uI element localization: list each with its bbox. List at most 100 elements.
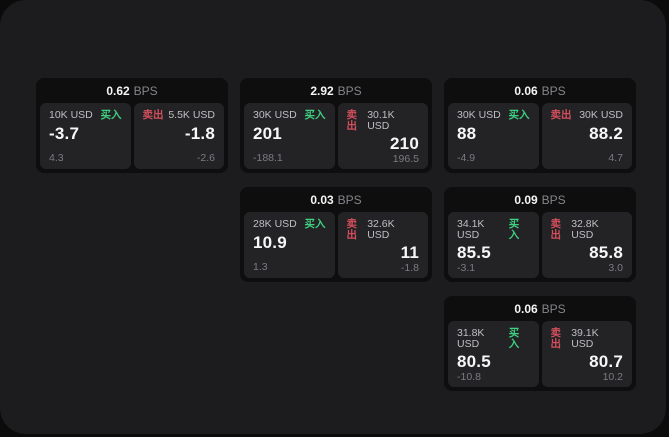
- sell-panel-header: 卖出 32.6K USD: [347, 219, 420, 240]
- sell-panel-header: 卖出 32.8K USD: [551, 219, 624, 240]
- bps-unit-label: BPS: [337, 83, 362, 98]
- sell-change: 196.5: [392, 152, 419, 165]
- sell-change: -1.8: [400, 261, 419, 274]
- sell-amount: 30K USD: [579, 109, 623, 121]
- sell-panel-header: 卖出 30.1K USD: [347, 110, 420, 131]
- sell-change: 10.2: [602, 370, 623, 383]
- buy-panel[interactable]: 30K USD 买入 88 -4.9: [448, 103, 539, 169]
- quote-card[interactable]: 2.92 BPS 30K USD 买入 201 -188.1 卖出 30.1K …: [240, 78, 432, 173]
- bps-value: 2.92: [310, 83, 334, 98]
- bps-value: 0.06: [514, 83, 538, 98]
- buy-panel[interactable]: 34.1K USD 买入 85.5 -3.1: [448, 212, 539, 278]
- quote-card[interactable]: 0.62 BPS 10K USD 买入 -3.7 4.3 卖出 5.5K USD…: [36, 78, 228, 173]
- sell-panel[interactable]: 卖出 39.1K USD 80.7 10.2: [541, 321, 632, 387]
- sell-side-label: 卖出: [550, 109, 572, 121]
- sell-side-label: 卖出: [550, 218, 562, 241]
- quote-card[interactable]: 0.06 BPS 30K USD 买入 88 -4.9 卖出 30K USD 8…: [444, 78, 636, 173]
- quote-card-body: 34.1K USD 买入 85.5 -3.1 卖出 32.8K USD 85.8…: [444, 212, 636, 282]
- buy-price: 85.5: [457, 243, 491, 262]
- sell-change: 4.7: [608, 151, 623, 164]
- sell-amount: 30.1K USD: [367, 109, 395, 132]
- buy-panel-header: 34.1K USD 买入: [457, 219, 530, 240]
- bps-value: 0.06: [514, 301, 538, 316]
- quote-card-body: 31.8K USD 买入 80.5 -10.8 卖出 39.1K USD 80.…: [444, 321, 636, 391]
- buy-price: 10.9: [253, 232, 287, 252]
- buy-change: -4.9: [457, 151, 476, 164]
- buy-panel-header: 31.8K USD 买入: [457, 328, 530, 349]
- buy-panel[interactable]: 10K USD 买入 -3.7 4.3: [40, 103, 131, 169]
- buy-panel-header: 30K USD 买入: [457, 110, 530, 121]
- bps-unit-label: BPS: [541, 301, 566, 316]
- sell-change: -2.6: [196, 151, 215, 164]
- buy-panel[interactable]: 28K USD 买入 10.9 1.3: [244, 212, 335, 278]
- buy-side-label: 买入: [508, 327, 520, 350]
- quote-card-body: 30K USD 买入 88 -4.9 卖出 30K USD 88.2 4.7: [444, 103, 636, 173]
- sell-panel[interactable]: 卖出 5.5K USD -1.8 -2.6: [133, 103, 224, 169]
- buy-amount: 30K USD: [457, 109, 501, 121]
- sell-panel-header: 卖出 30K USD: [551, 110, 624, 121]
- buy-price: 80.5: [457, 352, 491, 371]
- sell-panel-header: 卖出 5.5K USD: [143, 110, 216, 121]
- buy-change: -10.8: [457, 370, 481, 383]
- buy-change: 4.3: [49, 151, 64, 164]
- bps-header: 2.92 BPS: [240, 78, 432, 103]
- quote-card-body: 30K USD 买入 201 -188.1 卖出 30.1K USD 210 1…: [240, 103, 432, 173]
- buy-panel-header: 10K USD 买入: [49, 110, 122, 121]
- buy-amount: 34.1K USD: [457, 218, 485, 241]
- buy-price: 88: [457, 123, 477, 143]
- sell-amount: 39.1K USD: [571, 327, 599, 350]
- bps-header: 0.09 BPS: [444, 187, 636, 212]
- buy-change: -3.1: [457, 261, 476, 274]
- bps-value: 0.03: [310, 192, 334, 207]
- buy-price: 201: [253, 123, 282, 143]
- buy-side-label: 买入: [508, 218, 520, 241]
- bps-unit-label: BPS: [541, 83, 566, 98]
- buy-change: 1.3: [253, 260, 268, 273]
- buy-panel[interactable]: 30K USD 买入 201 -188.1: [244, 103, 335, 169]
- sell-side-label: 卖出: [346, 218, 358, 241]
- sell-price: 88.2: [589, 123, 623, 143]
- buy-change: -188.1: [253, 151, 283, 164]
- sell-amount: 32.6K USD: [367, 218, 395, 241]
- sell-side-label: 卖出: [142, 109, 164, 121]
- sell-side-label: 卖出: [346, 109, 358, 132]
- quote-card[interactable]: 0.09 BPS 34.1K USD 买入 85.5 -3.1 卖出 32.8K…: [444, 187, 636, 282]
- sell-price: 11: [400, 243, 419, 262]
- bps-header: 0.06 BPS: [444, 78, 636, 103]
- buy-side-label: 买入: [508, 109, 530, 121]
- sell-side-label: 卖出: [550, 327, 562, 350]
- buy-amount: 10K USD: [49, 109, 93, 121]
- bps-header: 0.03 BPS: [240, 187, 432, 212]
- quote-card-body: 10K USD 买入 -3.7 4.3 卖出 5.5K USD -1.8 -2.…: [36, 103, 228, 173]
- sell-price: 85.8: [589, 243, 623, 262]
- buy-side-label: 买入: [304, 218, 326, 230]
- sell-price: -1.8: [184, 123, 215, 143]
- buy-price: -3.7: [49, 123, 80, 143]
- sell-price: 210: [390, 134, 419, 153]
- sell-panel[interactable]: 卖出 32.6K USD 11 -1.8: [337, 212, 428, 278]
- buy-panel-header: 30K USD 买入: [253, 110, 326, 121]
- sell-panel-header: 卖出 39.1K USD: [551, 328, 624, 349]
- bps-header: 0.06 BPS: [444, 296, 636, 321]
- buy-amount: 30K USD: [253, 109, 297, 121]
- sell-amount: 32.8K USD: [571, 218, 599, 241]
- sell-price: 80.7: [589, 352, 623, 371]
- bps-unit-label: BPS: [133, 83, 158, 98]
- bps-header: 0.62 BPS: [36, 78, 228, 103]
- buy-side-label: 买入: [304, 109, 326, 121]
- quote-card[interactable]: 0.03 BPS 28K USD 买入 10.9 1.3 卖出 32.6K US…: [240, 187, 432, 282]
- sell-amount: 5.5K USD: [168, 109, 215, 121]
- buy-amount: 31.8K USD: [457, 327, 485, 350]
- bps-value: 0.62: [106, 83, 130, 98]
- buy-amount: 28K USD: [253, 218, 297, 230]
- sell-panel[interactable]: 卖出 30K USD 88.2 4.7: [541, 103, 632, 169]
- bps-value: 0.09: [514, 192, 538, 207]
- buy-panel[interactable]: 31.8K USD 买入 80.5 -10.8: [448, 321, 539, 387]
- quote-card-body: 28K USD 买入 10.9 1.3 卖出 32.6K USD 11 -1.8: [240, 212, 432, 282]
- sell-panel[interactable]: 卖出 32.8K USD 85.8 3.0: [541, 212, 632, 278]
- sell-panel[interactable]: 卖出 30.1K USD 210 196.5: [337, 103, 428, 169]
- buy-side-label: 买入: [100, 109, 122, 121]
- buy-panel-header: 28K USD 买入: [253, 219, 326, 230]
- quote-card[interactable]: 0.06 BPS 31.8K USD 买入 80.5 -10.8 卖出 39.1…: [444, 296, 636, 391]
- bps-unit-label: BPS: [541, 192, 566, 207]
